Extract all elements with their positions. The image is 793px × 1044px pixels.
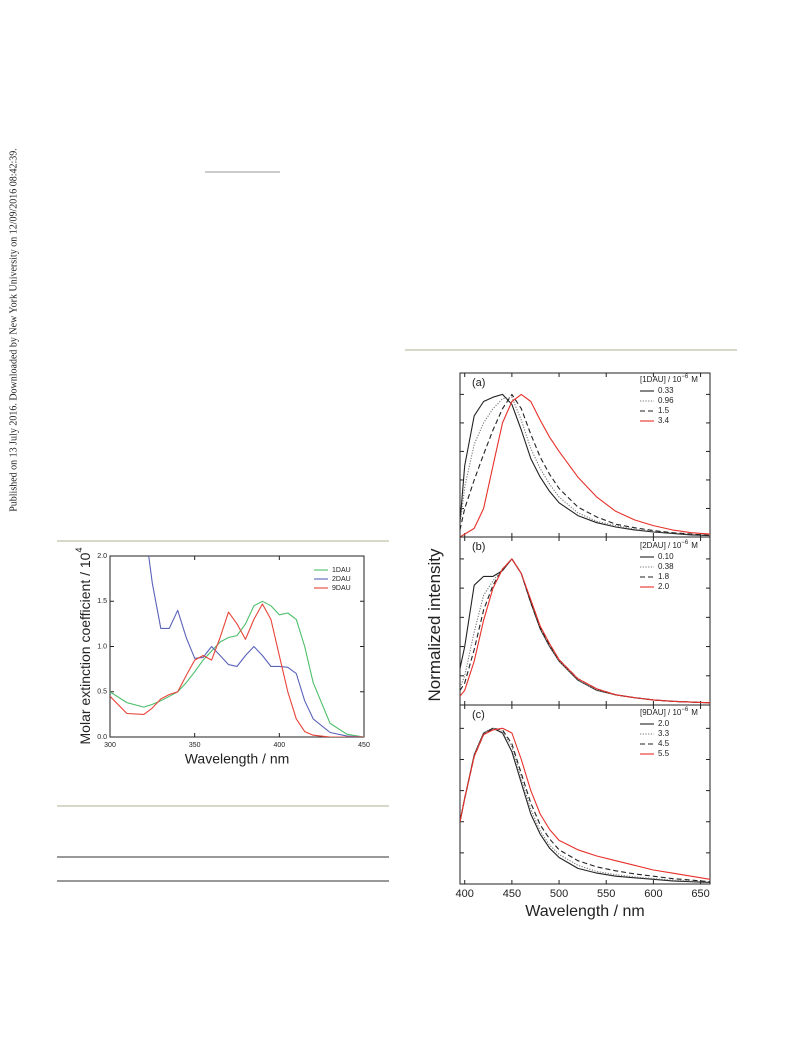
x-tick-label: 500: [550, 888, 568, 900]
x-tick-label: 400: [456, 888, 474, 900]
legend-label: 2.0: [658, 719, 670, 728]
legend-label: 1DAU: [332, 567, 351, 574]
legend-title-exp: −6: [681, 707, 689, 713]
plot-frame: [109, 555, 365, 738]
series-line: [460, 727, 710, 883]
y-axis-label: Molar extinction coefficient / 104: [74, 548, 92, 745]
x-tick-label: 350: [189, 742, 201, 749]
legend-label: 2DAU: [332, 576, 351, 583]
series-line: [460, 558, 710, 704]
series-line: [460, 558, 710, 704]
series-line: [110, 600, 364, 737]
panel-label: (b): [472, 541, 485, 553]
series-line: [460, 727, 710, 883]
legend-title-unit: M: [691, 708, 698, 717]
panel-label: (a): [472, 377, 485, 389]
x-tick-label: 300: [104, 742, 116, 749]
y-tick-label: 0.0: [97, 734, 107, 741]
x-tick-label: 600: [644, 888, 662, 900]
x-axis-label: Wavelength / nm: [525, 903, 644, 920]
legend-title-exp: −6: [681, 540, 689, 546]
legend-title: [2DAU] / 10−6 M: [640, 540, 698, 551]
legend-title: [9DAU] / 10−6 M: [640, 707, 698, 718]
x-tick-label: 400: [273, 742, 285, 749]
legend-title-text: [2DAU] / 10: [640, 541, 682, 550]
y-tick-label: 1.0: [97, 643, 107, 650]
legend-title-unit: M: [691, 375, 698, 384]
y-axis-label-text: Molar extinction coefficient / 10: [77, 552, 93, 744]
series-line: [110, 603, 364, 737]
y-tick-label: 0.5: [97, 689, 107, 696]
series-line: [148, 556, 364, 737]
legend-label: 1.5: [658, 406, 670, 415]
y-axis-label: Normalized intensity: [425, 548, 444, 702]
y-axis-label-text: Normalized intensity: [425, 548, 444, 702]
plot-frame: [459, 704, 711, 885]
legend-label: 3.4: [658, 416, 670, 425]
y-tick-label: 2.0: [97, 553, 107, 560]
legend-title-text: [9DAU] / 10: [640, 708, 682, 717]
series-line: [460, 393, 710, 537]
legend-label: 0.33: [658, 386, 674, 395]
series-line: [460, 727, 710, 883]
legend-label: 4.5: [658, 739, 670, 748]
legend-label: 5.5: [658, 749, 670, 758]
legend-label: 0.38: [658, 562, 674, 571]
legend-title-text: [1DAU] / 10: [640, 375, 682, 384]
legend-label: 0.96: [658, 396, 674, 405]
y-tick-label: 1.5: [97, 598, 107, 605]
panel-label: (c): [472, 709, 485, 721]
legend-label: 2.0: [658, 582, 670, 591]
legend-label: 9DAU: [332, 585, 351, 592]
x-tick-label: 550: [597, 888, 615, 900]
legend-label: 0.10: [658, 552, 674, 561]
legend-label: 1.8: [658, 572, 670, 581]
series-line: [460, 558, 710, 704]
series-line: [460, 727, 710, 880]
y-axis-label-exp: 4: [74, 548, 84, 553]
legend-title-unit: M: [691, 541, 698, 550]
series-line: [460, 393, 710, 536]
legend-label: 3.3: [658, 729, 670, 738]
series-line: [460, 393, 710, 537]
x-axis-label: Wavelength / nm: [185, 751, 290, 767]
x-tick-label: 450: [358, 742, 370, 749]
x-tick-label: 650: [691, 888, 709, 900]
download-note: Published on 13 July 2016. Downloaded by…: [8, 148, 19, 512]
series-line: [460, 396, 710, 536]
legend-title-exp: −6: [681, 374, 689, 380]
x-tick-label: 450: [503, 888, 521, 900]
series-line: [460, 558, 710, 704]
legend-title: [1DAU] / 10−6 M: [640, 374, 698, 385]
